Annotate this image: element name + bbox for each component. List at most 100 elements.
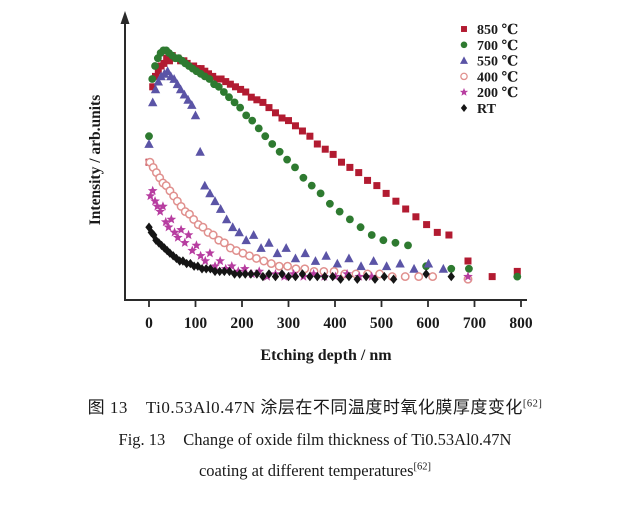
data-point: [231, 83, 239, 91]
data-point: [169, 74, 179, 83]
data-point: [402, 205, 410, 213]
chart-svg: 0 100 200 300 400 500 600 700 800 Etching depth /…: [87, 11, 533, 364]
data-point: [345, 215, 354, 224]
data-point: [172, 232, 183, 242]
series-RT: [145, 222, 455, 284]
data-point: [205, 70, 213, 78]
data-point: [190, 261, 198, 271]
data-point: [513, 272, 522, 281]
data-point: [291, 271, 300, 282]
x-axis-ticks: 0 100 200 300 400 500 600 700 800: [145, 300, 533, 332]
data-point: [380, 271, 388, 282]
data-point: [338, 158, 346, 166]
data-point: [230, 269, 239, 279]
data-point: [264, 237, 274, 247]
data-point: [254, 124, 263, 133]
data-point: [219, 88, 228, 96]
legend-item-RT: RT: [460, 102, 497, 117]
data-point: [460, 41, 468, 49]
data-point: [191, 240, 202, 250]
data-point: [182, 258, 191, 269]
data-point: [447, 264, 456, 273]
data-point: [155, 206, 166, 216]
data-point: [237, 85, 245, 93]
data-point: [195, 250, 206, 260]
data-point: [423, 221, 431, 229]
data-point: [395, 258, 405, 268]
data-point: [291, 163, 299, 172]
x-tick-label: 700: [463, 315, 487, 332]
data-point: [379, 236, 388, 245]
data-point: [290, 253, 301, 263]
data-point: [205, 188, 215, 198]
data-point: [459, 87, 469, 96]
data-point: [328, 271, 337, 282]
data-point: [382, 189, 390, 197]
data-point: [307, 181, 316, 190]
data-point: [329, 150, 337, 158]
data-point: [284, 271, 293, 282]
y-axis-arrow: [120, 11, 130, 24]
data-point: [281, 243, 291, 252]
oxide-intensity-chart: 0 100 200 300 400 500 600 700 800 Etching depth /…: [87, 11, 533, 364]
y-axis-title: Intensity / arb.units: [87, 95, 104, 226]
data-point: [344, 253, 354, 263]
data-point: [445, 231, 453, 239]
data-point: [160, 59, 168, 67]
data-point: [279, 271, 290, 281]
data-point: [172, 79, 183, 89]
data-point: [200, 255, 211, 266]
data-point: [234, 227, 244, 237]
x-tick-label: 800: [509, 315, 533, 332]
data-point: [247, 93, 255, 101]
data-point: [275, 147, 284, 156]
data-point: [464, 257, 472, 265]
data-point: [461, 26, 467, 32]
data-point: [253, 96, 261, 104]
data-point: [226, 261, 237, 271]
data-point: [366, 271, 377, 281]
data-point: [285, 117, 292, 125]
data-point: [265, 104, 273, 112]
data-point: [306, 271, 314, 282]
data-point: [230, 98, 239, 107]
data-point: [513, 267, 521, 275]
data-point: [205, 75, 214, 83]
data-point: [195, 146, 205, 156]
data-point: [268, 140, 277, 148]
data-point: [228, 222, 238, 232]
data-point: [291, 122, 299, 130]
data-point: [150, 196, 160, 206]
x-tick-label: 0: [145, 315, 153, 332]
caption-en-text2: coating at different temperatures: [198, 460, 414, 480]
x-tick-label: 600: [416, 315, 440, 332]
data-point: [147, 185, 158, 195]
data-point: [342, 268, 352, 279]
data-point: [460, 72, 468, 81]
data-point: [362, 271, 370, 282]
data-point: [222, 78, 230, 86]
data-point: [271, 109, 279, 117]
data-point: [149, 230, 158, 240]
data-point: [151, 62, 159, 70]
data-point: [187, 100, 197, 109]
data-point: [214, 82, 223, 91]
data-point: [259, 98, 267, 106]
data-point: [205, 248, 215, 258]
legend-label: RT: [477, 102, 497, 117]
data-point: [389, 274, 398, 284]
data-point: [412, 213, 420, 221]
caption-english-line2: coating at different temperatures[62]: [0, 460, 630, 481]
caption-en-label: Fig. 13: [118, 429, 166, 449]
caption-english-line1: Fig. 13 Change of oxide film thickness of…: [0, 429, 630, 450]
data-point: [197, 65, 205, 73]
data-point: [183, 229, 194, 240]
data-point: [163, 222, 174, 232]
data-point: [152, 72, 160, 80]
data-point: [165, 57, 173, 65]
data-point: [235, 269, 244, 279]
data-point: [236, 103, 245, 112]
data-point: [241, 269, 249, 279]
legend-item-700-℃: 700 ℃: [460, 39, 519, 54]
